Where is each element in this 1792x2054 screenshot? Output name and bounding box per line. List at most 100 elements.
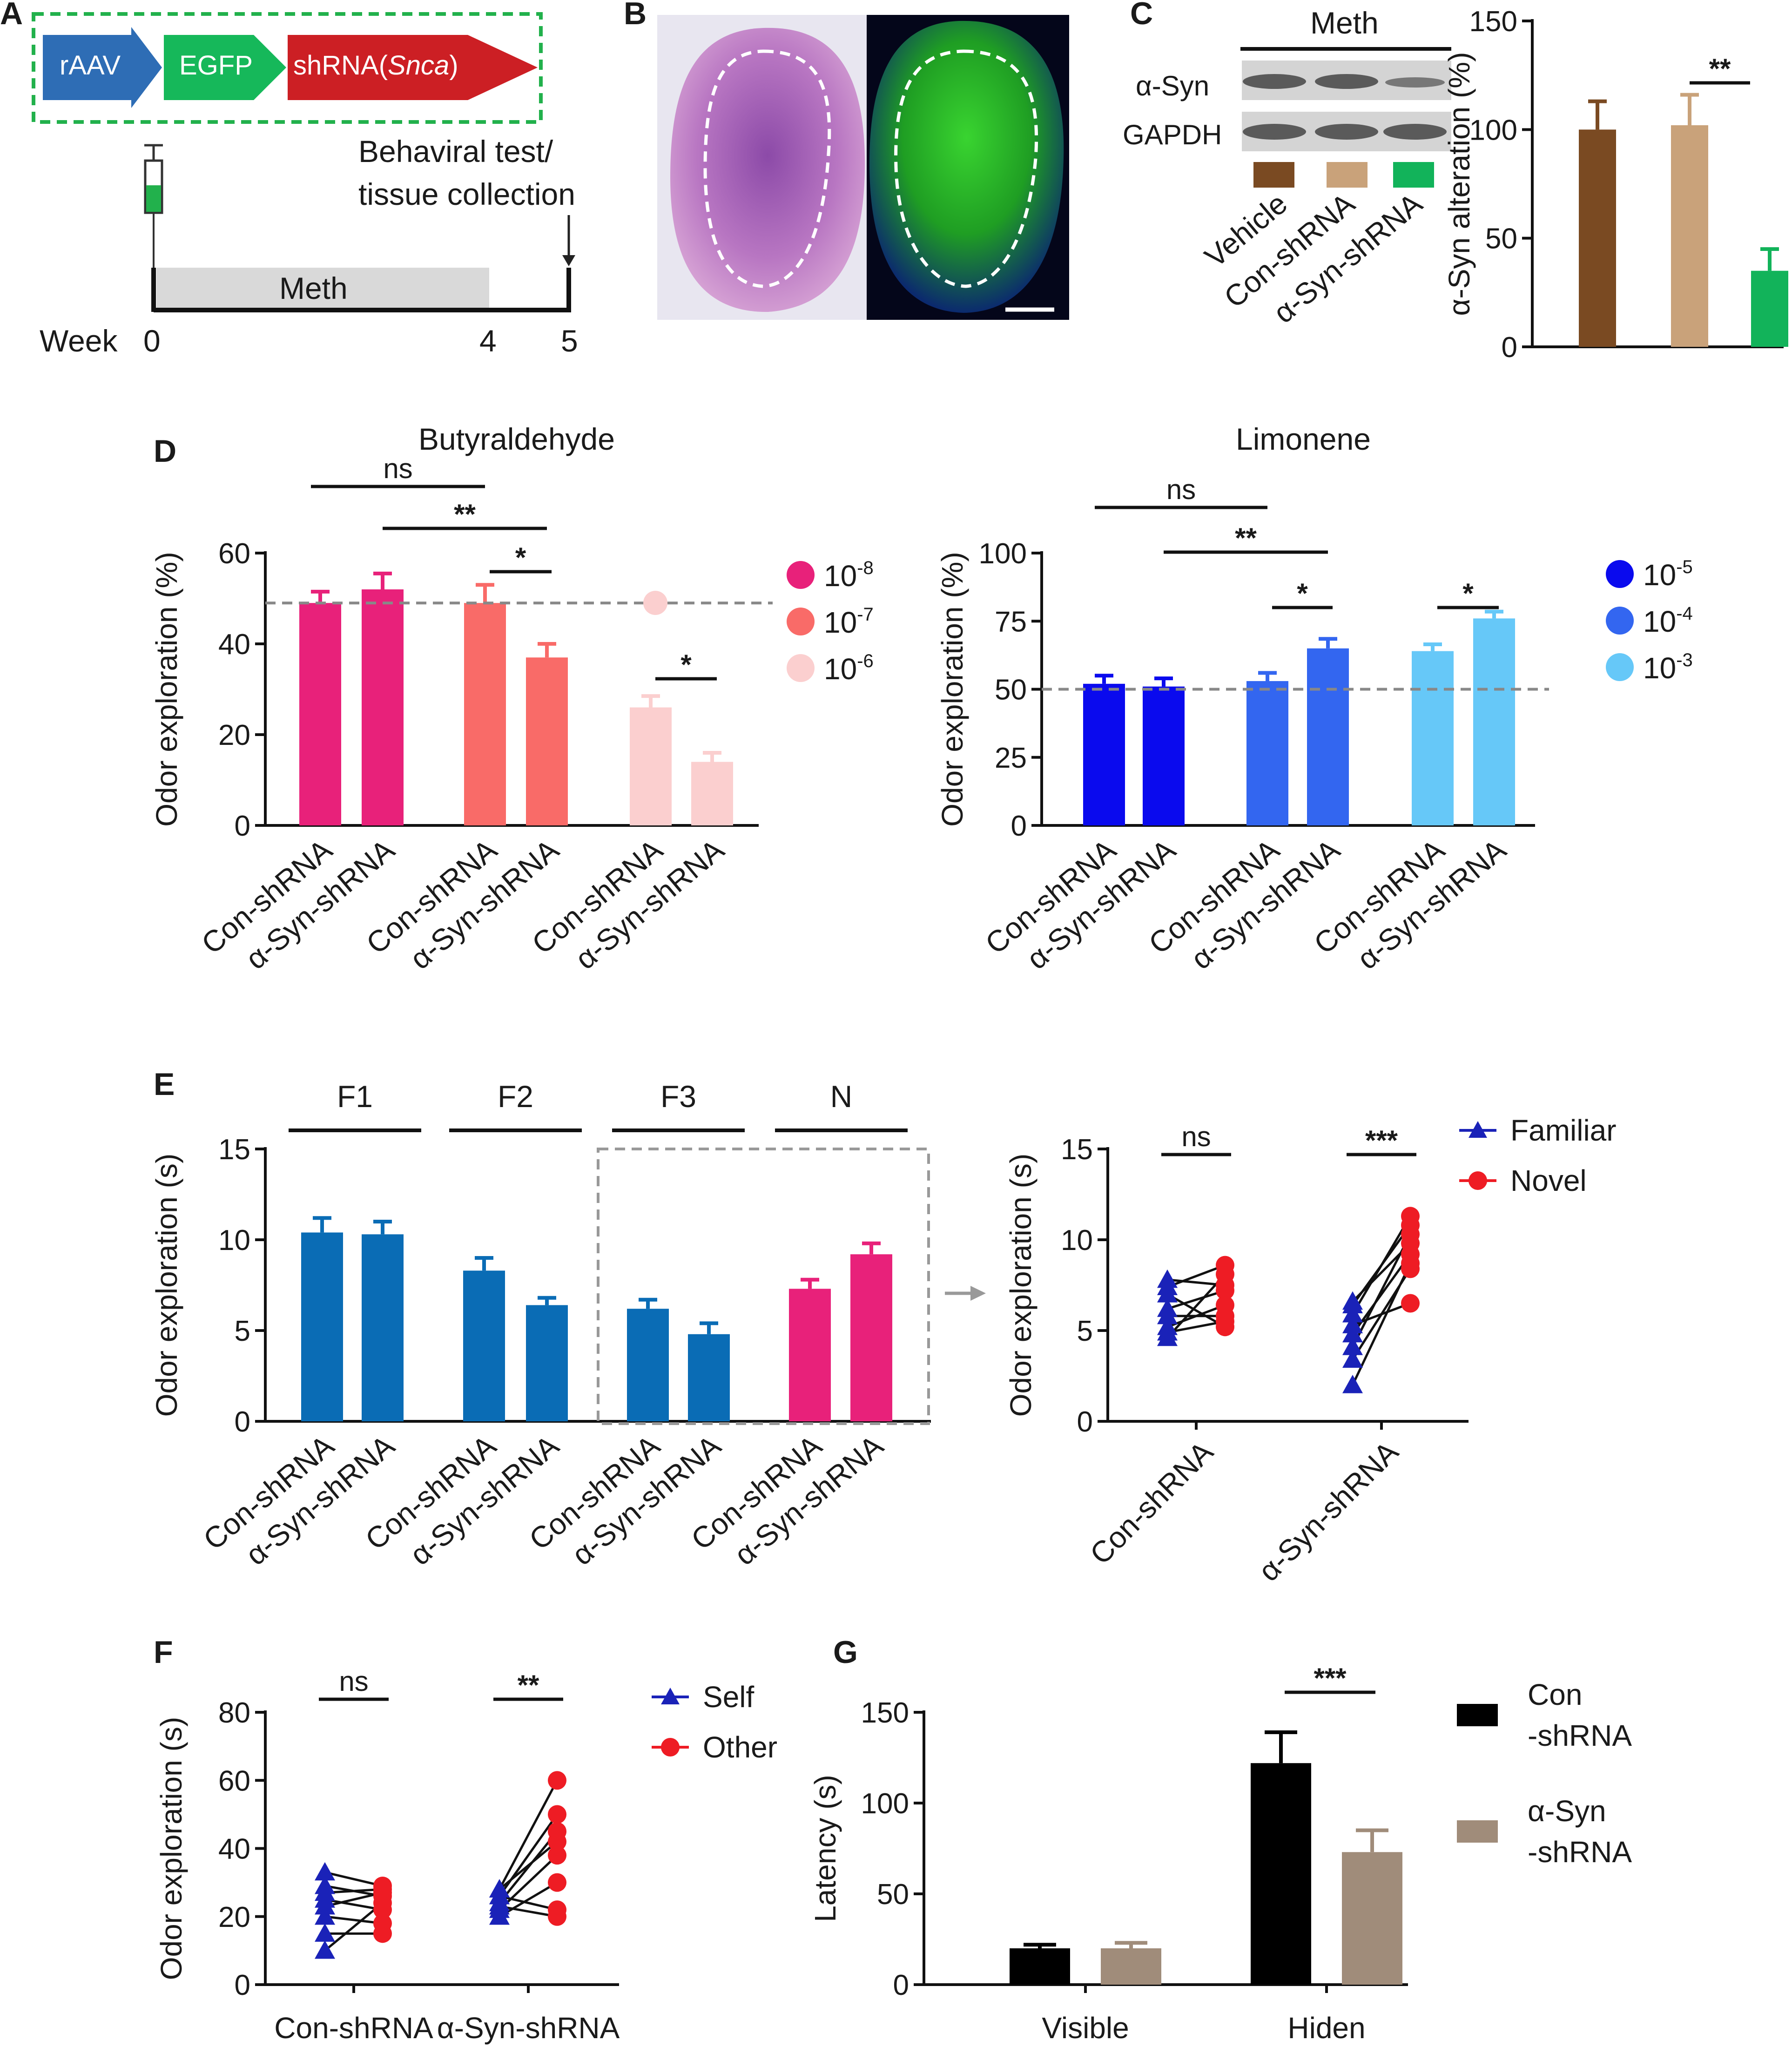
panel-f: F 0 20 40 60 80 Odor exploration (s) ns ** Self O… — [154, 1635, 777, 2045]
paired-line — [498, 1780, 559, 1890]
data-bar — [630, 707, 672, 825]
novel-point — [548, 1832, 566, 1851]
panel-letter-e: E — [154, 1067, 175, 1102]
novel-point — [373, 1883, 392, 1902]
paired-line — [499, 1905, 558, 1918]
panel-letter-g: G — [833, 1635, 858, 1670]
significance-label: *** — [1365, 1125, 1398, 1156]
paired-line — [324, 1871, 383, 1887]
he-region-outline — [703, 49, 831, 288]
familiar-point — [1157, 1284, 1178, 1303]
panel-e: E 0 5 10 15 Odor exploration (s) Con-shRNAα-S… — [150, 1067, 1617, 1588]
week-tick-5: 5 — [561, 324, 578, 358]
paired-line — [499, 1854, 558, 1911]
y-tick-label: 150 — [861, 1697, 909, 1729]
data-bar — [789, 1289, 831, 1421]
chart-c: 0 50 100 150 α-Syn alteration (%) ** — [1442, 6, 1788, 364]
significance-label: * — [1462, 578, 1474, 609]
raav-label: rAAV — [60, 50, 121, 81]
y-axis-label: Odor exploration (%) — [936, 552, 969, 826]
y-axis-label: Odor exploration (%) — [150, 552, 183, 826]
legend-marker — [787, 654, 815, 682]
data-bar — [463, 1270, 505, 1421]
y-axis-label: Odor exploration (s) — [1004, 1154, 1037, 1417]
legend-swatch — [1457, 1820, 1498, 1843]
y-tick-label: 50 — [995, 674, 1027, 706]
data-bar — [464, 603, 506, 825]
legend-label: Other — [703, 1730, 777, 1764]
blot-row-gapdh: GAPDH — [1123, 119, 1222, 150]
shrna-label: shRNA(Snca) — [293, 50, 458, 81]
data-bar — [526, 657, 568, 825]
category-label: Visible — [1042, 2011, 1129, 2045]
y-tick-label: 75 — [995, 606, 1027, 638]
y-tick-label: 0 — [893, 1969, 909, 2001]
shrna-arrow — [288, 35, 538, 100]
familiar-point — [315, 1896, 335, 1915]
legend-label: 10-4 — [1643, 603, 1693, 638]
paired-line — [1166, 1273, 1226, 1339]
behavioral-test-label-2: tissue collection — [358, 177, 575, 211]
familiar-point — [1342, 1291, 1363, 1310]
paired-line — [324, 1902, 384, 1952]
y-tick-label: 0 — [1077, 1406, 1093, 1438]
novel-point — [1401, 1207, 1420, 1226]
legend-marker — [661, 1688, 680, 1704]
arrow-down-head — [562, 255, 575, 266]
data-bar — [1307, 648, 1349, 825]
familiar-point — [1342, 1349, 1363, 1368]
category-label: Hiden — [1287, 2011, 1365, 2045]
data-bar — [1412, 651, 1454, 825]
significance-label: ** — [1709, 53, 1731, 84]
legend-marker — [1606, 560, 1634, 588]
legend-marker — [787, 561, 815, 589]
novel-point — [548, 1846, 566, 1865]
legend-label: 10-5 — [1643, 557, 1693, 592]
category-label: Con-shRNA — [274, 2011, 433, 2045]
significance-label: * — [515, 542, 526, 573]
panel-d: D Butyraldehyde 0 20 40 60 Odor exploration (… — [150, 422, 1693, 976]
category-label: α-Syn-shRNA — [1252, 1435, 1405, 1588]
paired-line — [1351, 1263, 1412, 1386]
data-bar — [299, 603, 341, 825]
behavioral-test-label-1: Behaviral test/ — [358, 134, 553, 169]
familiar-point — [1342, 1337, 1363, 1355]
legend-marker — [787, 608, 815, 635]
y-tick-label: 60 — [218, 538, 250, 570]
y-axis-label: α-Syn alteration (%) — [1442, 52, 1476, 316]
data-bar — [1143, 686, 1185, 825]
familiar-point — [1342, 1315, 1363, 1333]
novel-point — [1401, 1254, 1420, 1273]
legend-label: Self — [703, 1680, 755, 1714]
significance-label: ns — [1166, 474, 1196, 505]
paired-line — [499, 1831, 558, 1904]
familiar-point — [315, 1862, 335, 1881]
significance-label: ns — [1181, 1121, 1211, 1152]
y-tick-label: 15 — [218, 1134, 250, 1166]
legend-marker — [1606, 607, 1634, 635]
data-bar — [1342, 1852, 1402, 1985]
significance-label: ns — [383, 453, 412, 484]
legend-label: Familiar — [1510, 1114, 1617, 1147]
y-axis-label: Odor exploration (s) — [155, 1717, 188, 1980]
data-bar — [1083, 683, 1125, 825]
paired-line — [1351, 1216, 1412, 1315]
meth-period-bar — [156, 268, 489, 310]
panel-letter-f: F — [154, 1635, 173, 1670]
familiar-point — [1157, 1322, 1178, 1341]
legend-label: -shRNA — [1528, 1835, 1632, 1869]
lane-swatch-asyn-shrna — [1393, 162, 1434, 188]
y-tick-label: 50 — [877, 1878, 909, 1911]
group-label: N — [830, 1079, 853, 1114]
blot-meth-label: Meth — [1310, 6, 1379, 40]
data-bar — [1473, 618, 1515, 825]
data-bar — [850, 1254, 892, 1421]
y-tick-label: 15 — [1061, 1134, 1093, 1166]
paired-line — [324, 1915, 383, 1925]
syringe-icon — [144, 144, 163, 268]
paired-line — [324, 1898, 383, 1911]
data-bar — [627, 1309, 669, 1421]
y-tick-label: 50 — [1485, 223, 1517, 255]
data-bar — [362, 589, 404, 825]
y-tick-label: 150 — [1469, 6, 1517, 38]
